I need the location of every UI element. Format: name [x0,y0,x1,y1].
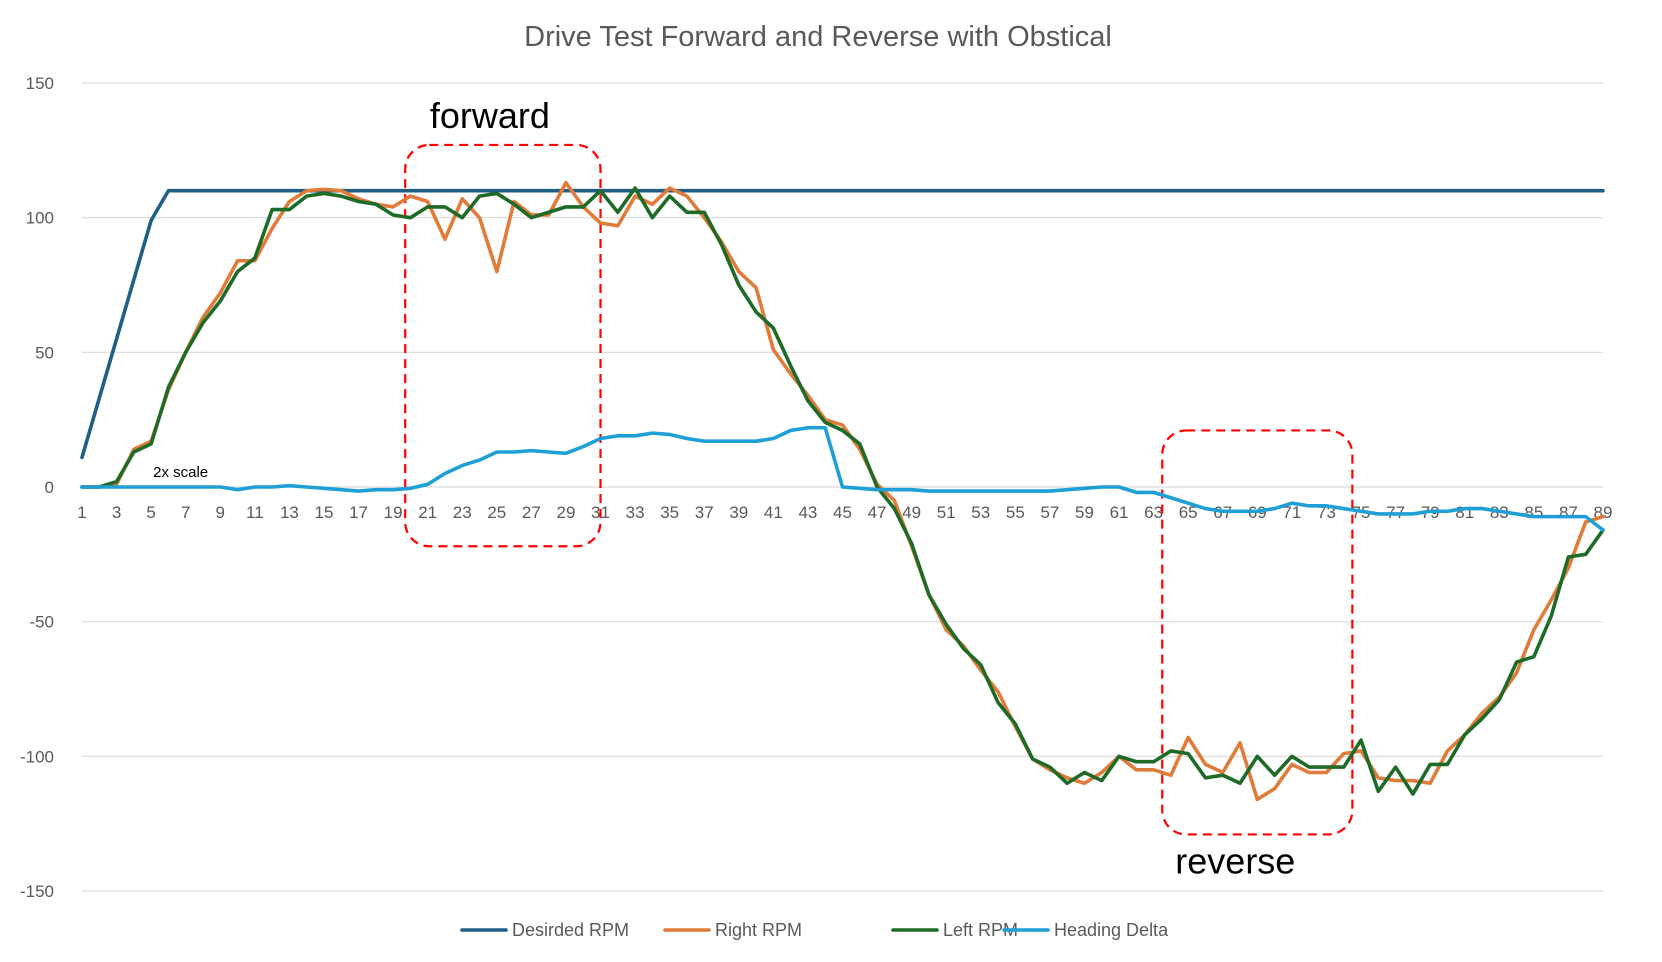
x-tick-label: 47 [868,503,887,522]
x-tick-label: 23 [453,503,472,522]
y-tick-label: -100 [20,747,54,766]
x-tick-label: 61 [1110,503,1129,522]
x-tick-label: 49 [902,503,921,522]
x-axis-labels: 1 3 5 7 9 11 13 15 17 19 21 23 25 27 29 31 33 35 37 39 41 43 4… [77,503,1612,522]
x-tick-label: 35 [660,503,679,522]
legend-item: Heading Delta [1002,920,1169,940]
x-tick-label: 39 [729,503,748,522]
x-tick-label: 85 [1524,503,1543,522]
x-tick-label: 19 [384,503,403,522]
y-tick-label: 50 [35,343,54,362]
x-tick-label: 71 [1282,503,1301,522]
series-line-right-rpm [80,180,1605,802]
x-tick-label: 37 [695,503,714,522]
x-tick-label: 43 [798,503,817,522]
x-tick-label: 5 [146,503,155,522]
annotation-label-reverse: reverse [1175,840,1295,881]
annotation-label-forward: forward [430,95,550,136]
y-tick-label: 150 [26,74,54,93]
y-tick-label: -50 [29,613,54,632]
y-tick-label: -150 [20,882,54,901]
x-tick-label: 55 [1006,503,1025,522]
x-tick-label: 65 [1179,503,1198,522]
legend-item: Left RPM [891,920,1018,940]
x-tick-label: 53 [971,503,990,522]
x-tick-label: 13 [280,503,299,522]
x-tick-label: 41 [764,503,783,522]
gridlines [82,82,1603,892]
x-tick-label: 81 [1455,503,1474,522]
x-tick-label: 7 [181,503,190,522]
x-tick-label: 29 [556,503,575,522]
series-lines [80,180,1605,802]
legend-item: Right RPM [663,920,802,940]
x-tick-label: 33 [626,503,645,522]
legend-label: Right RPM [715,920,802,940]
series-line-left-rpm [80,186,1605,796]
y-tick-label: 0 [45,478,54,497]
x-tick-label: 25 [487,503,506,522]
chart-title: Drive Test Forward and Reverse with Obst… [524,21,1112,53]
x-tick-label: 45 [833,503,852,522]
y-axis-labels: 150 100 50 0 -50 -100 -150 [20,74,54,901]
legend-item: Desirded RPM [460,920,629,940]
x-tick-label: 11 [246,503,264,522]
x-tick-label: 63 [1144,503,1163,522]
series-line-heading-delta [80,425,1605,532]
x-tick-label: 51 [937,503,956,522]
series-line-desirded-rpm [80,188,1605,460]
x-tick-label: 87 [1559,503,1578,522]
x-tick-label: 9 [216,503,225,522]
x-tick-label: 59 [1075,503,1094,522]
legend: Desirded RPM Right RPM Left RPM Heading Del… [460,920,1169,940]
legend-label: Heading Delta [1054,920,1169,940]
annotation-label-scale: 2x scale [153,464,208,481]
y-tick-label: 100 [26,209,54,228]
annotation-labels: forward reverse 2x scale [153,95,1295,881]
annotation-box [404,143,602,548]
legend-label: Left RPM [943,920,1018,940]
x-tick-label: 15 [315,503,334,522]
legend-label: Desirded RPM [512,920,629,940]
x-tick-label: 17 [349,503,368,522]
x-tick-label: 27 [522,503,541,522]
annotation-box [1161,429,1354,836]
x-tick-label: 57 [1040,503,1059,522]
annotations [404,143,1354,836]
x-tick-label: 3 [112,503,121,522]
x-tick-label: 21 [418,503,437,522]
x-tick-label: 1 [77,503,86,522]
